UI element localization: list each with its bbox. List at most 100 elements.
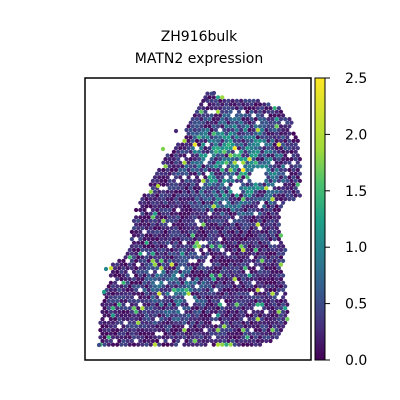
- expression-spot: [152, 298, 158, 304]
- expression-spot: [247, 120, 252, 125]
- expression-spot: [157, 189, 162, 194]
- expression-spot: [264, 207, 269, 213]
- expression-spot: [125, 309, 130, 314]
- expression-spot: [274, 117, 279, 122]
- expression-spot: [260, 222, 265, 227]
- expression-spot: [268, 229, 273, 234]
- expression-spot: [260, 229, 265, 234]
- expression-spot: [278, 138, 284, 143]
- expression-spot: [146, 317, 151, 322]
- expression-spot: [264, 149, 269, 154]
- expression-spot: [205, 200, 210, 205]
- expression-spot: [255, 287, 260, 293]
- expression-spot: [228, 233, 233, 238]
- expression-spot: [224, 320, 229, 325]
- expression-spot: [268, 317, 273, 322]
- expression-spot: [148, 189, 153, 194]
- expression-spot: [186, 131, 191, 136]
- expression-spot: [146, 215, 151, 220]
- expression-spot: [171, 251, 176, 256]
- expression-spot: [222, 324, 227, 329]
- expression-spot: [257, 138, 263, 143]
- expression-spot: [251, 106, 256, 111]
- expression-spot: [144, 211, 149, 216]
- expression-spot: [171, 302, 176, 307]
- expression-spot: [262, 211, 267, 216]
- expression-spot: [224, 117, 229, 122]
- expression-spot: [224, 226, 229, 231]
- expression-spot: [192, 273, 197, 278]
- expression-spot: [182, 328, 187, 333]
- expression-spot: [110, 284, 116, 289]
- expression-spot: [226, 280, 231, 285]
- expression-spot: [287, 189, 292, 194]
- expression-spot: [127, 328, 132, 333]
- expression-spot: [134, 215, 139, 220]
- expression-spot: [119, 298, 124, 304]
- expression-spot: [184, 127, 189, 133]
- expression-spot: [236, 175, 242, 180]
- expression-spot: [257, 298, 263, 304]
- expression-spot: [203, 226, 208, 231]
- expression-spot: [268, 309, 273, 314]
- expression-spot: [268, 149, 273, 154]
- expression-spot: [169, 320, 174, 325]
- expression-spot: [245, 335, 250, 340]
- expression-spot: [192, 157, 197, 162]
- expression-spot: [178, 197, 183, 202]
- expression-spot: [205, 229, 210, 234]
- expression-spot: [148, 218, 153, 223]
- expression-spot: [262, 284, 267, 289]
- expression-spot: [142, 237, 147, 242]
- expression-spot: [226, 113, 231, 118]
- expression-spot: [199, 328, 204, 333]
- expression-spot: [264, 186, 269, 191]
- expression-spot: [163, 338, 168, 344]
- expression-spot: [171, 215, 176, 220]
- expression-spot: [270, 255, 275, 260]
- expression-spot: [234, 142, 239, 147]
- expression-spot: [138, 237, 143, 242]
- expression-spot: [239, 127, 244, 133]
- expression-spot: [203, 131, 208, 136]
- expression-spot: [201, 164, 206, 169]
- expression-spot: [188, 273, 193, 278]
- expression-spot: [188, 149, 193, 154]
- expression-spot: [281, 287, 286, 293]
- expression-spot: [142, 215, 147, 220]
- expression-spot: [173, 335, 179, 340]
- expression-spot: [115, 269, 120, 274]
- expression-spot: [125, 280, 130, 285]
- expression-spot: [127, 277, 132, 282]
- expression-spot: [144, 298, 149, 304]
- expression-spot: [266, 102, 271, 107]
- expression-spot: [178, 204, 183, 209]
- expression-spot: [163, 178, 168, 183]
- expression-spot: [251, 244, 256, 249]
- expression-spot: [245, 291, 250, 296]
- expression-spot: [144, 342, 149, 347]
- expression-spot: [115, 335, 120, 340]
- expression-spot: [228, 189, 233, 194]
- expression-spot: [239, 331, 244, 336]
- expression-spot: [150, 186, 155, 191]
- expression-spot: [230, 200, 235, 205]
- expression-spot: [215, 240, 221, 245]
- expression-spot: [136, 247, 141, 253]
- expression-spot: [291, 175, 296, 180]
- expression-spot: [188, 237, 193, 242]
- expression-spot: [171, 338, 176, 344]
- expression-spot: [243, 207, 248, 213]
- expression-spot: [192, 171, 197, 176]
- expression-spot: [230, 222, 235, 227]
- expression-spot: [199, 233, 204, 238]
- expression-spot: [283, 197, 288, 202]
- expression-spot: [207, 204, 212, 209]
- expression-spot: [262, 138, 267, 143]
- expression-spot: [285, 193, 290, 198]
- expression-spot: [243, 157, 248, 162]
- expression-spot: [270, 204, 275, 209]
- expression-spot: [226, 229, 231, 234]
- expression-spot: [222, 127, 227, 133]
- expression-spot: [163, 266, 168, 271]
